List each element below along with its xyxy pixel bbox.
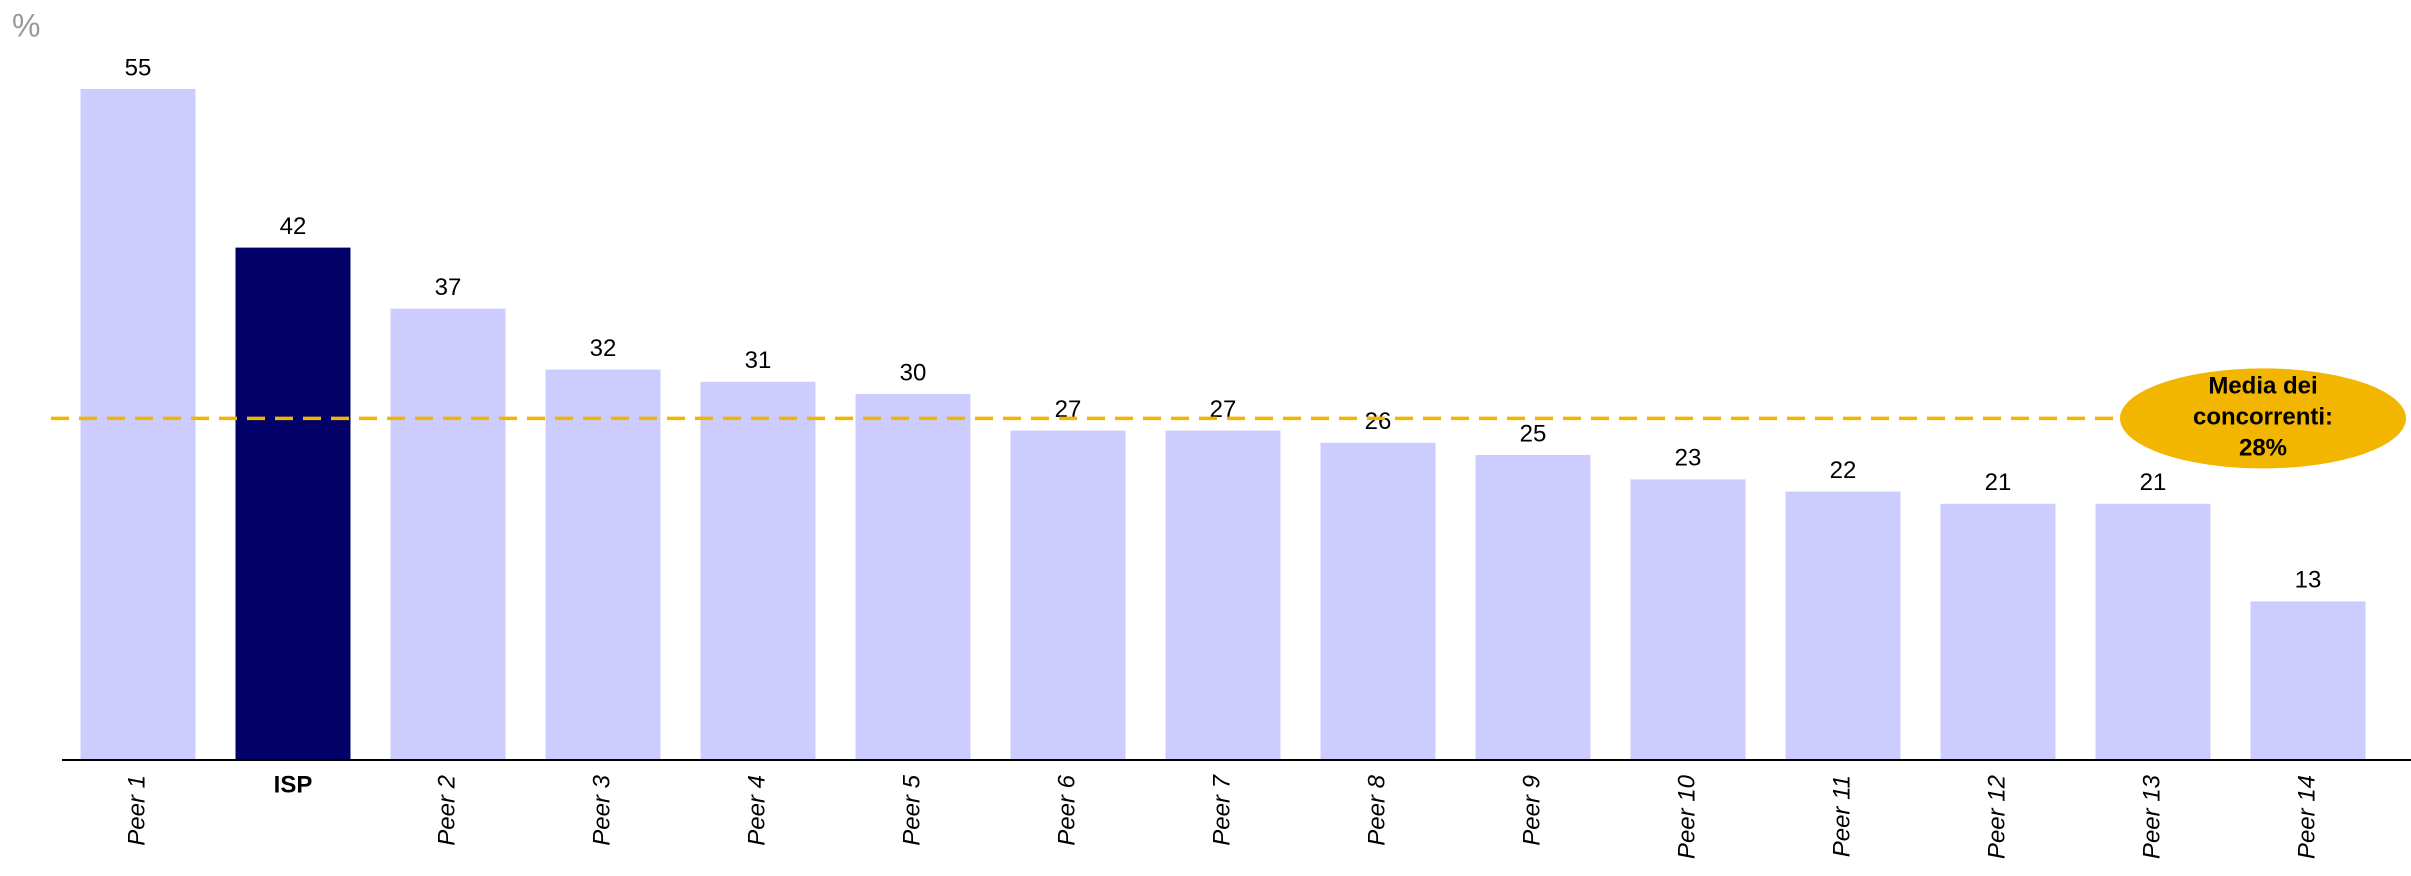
x-tick-label: Peer 11 bbox=[1828, 775, 1855, 857]
average-label: concorrenti: bbox=[2193, 404, 2333, 431]
value-label: 26 bbox=[1365, 408, 1392, 435]
x-tick-label: Peer 10 bbox=[1673, 774, 1700, 859]
bar bbox=[2095, 503, 2211, 760]
value-label: 22 bbox=[1830, 457, 1857, 484]
bar bbox=[700, 381, 816, 760]
bar bbox=[235, 247, 351, 761]
value-label: 32 bbox=[590, 335, 617, 362]
bar bbox=[1940, 503, 2056, 760]
x-tick-label: Peer 4 bbox=[743, 775, 770, 846]
bar bbox=[855, 394, 971, 760]
x-tick-label: Peer 9 bbox=[1518, 775, 1545, 846]
value-label: 25 bbox=[1520, 420, 1547, 447]
bar bbox=[1320, 442, 1436, 760]
bar bbox=[1785, 491, 1901, 760]
value-label: 21 bbox=[1985, 469, 2012, 496]
value-label: 30 bbox=[900, 359, 927, 386]
average-label: Media dei bbox=[2208, 373, 2317, 400]
value-label: 21 bbox=[2140, 469, 2167, 496]
value-label: 31 bbox=[745, 347, 772, 374]
bar bbox=[1165, 430, 1281, 760]
value-label: 42 bbox=[280, 213, 307, 240]
bar bbox=[390, 308, 506, 760]
x-tick-label: Peer 12 bbox=[1983, 775, 2010, 859]
bar bbox=[80, 89, 196, 760]
x-tick-label: Peer 5 bbox=[898, 774, 925, 845]
bar bbox=[1010, 430, 1126, 760]
x-tick-label: Peer 7 bbox=[1208, 773, 1235, 845]
bar bbox=[2250, 601, 2366, 760]
value-label: 37 bbox=[435, 274, 462, 301]
average-badge bbox=[2120, 368, 2406, 469]
x-tick-label: Peer 13 bbox=[2138, 774, 2165, 859]
x-tick-label: Peer 3 bbox=[588, 774, 615, 845]
x-tick-label: Peer 1 bbox=[123, 775, 150, 846]
x-tick-label: Peer 8 bbox=[1363, 774, 1390, 845]
x-tick-label: Peer 2 bbox=[433, 775, 460, 846]
value-label: 13 bbox=[2295, 567, 2322, 594]
bar bbox=[1630, 479, 1746, 760]
x-tick-label: Peer 6 bbox=[1053, 774, 1080, 845]
bar bbox=[545, 369, 661, 760]
average-label: 28% bbox=[2239, 435, 2287, 462]
unit-label: % bbox=[12, 7, 40, 43]
value-label: 55 bbox=[125, 54, 152, 81]
value-label: 23 bbox=[1675, 445, 1702, 472]
x-tick-label: Peer 14 bbox=[2293, 775, 2320, 859]
x-tick-label: ISP bbox=[274, 771, 313, 798]
bar bbox=[1475, 455, 1591, 760]
